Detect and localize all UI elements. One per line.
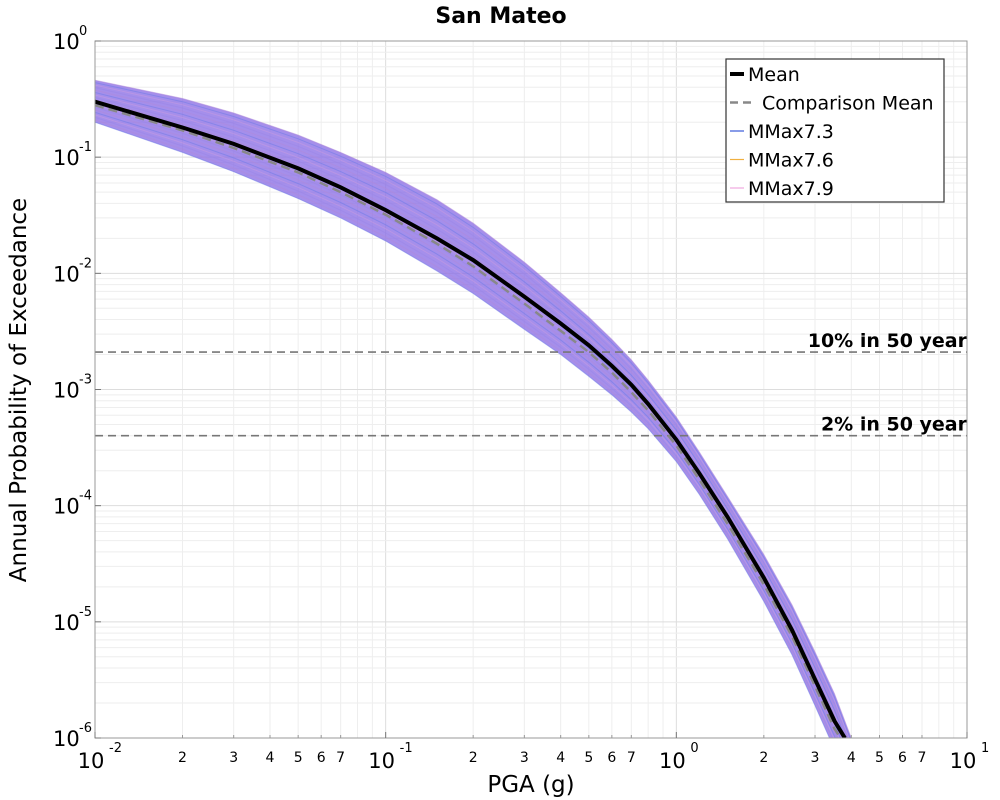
y-tick-label: 10 (53, 30, 80, 54)
x-minor-tick-label: 6 (607, 750, 616, 766)
y-axis-label: Annual Probability of Exceedance (6, 198, 32, 582)
scenario-curve (95, 94, 845, 738)
y-tick-label: 10 (53, 495, 80, 519)
legend-label: Comparison Mean (762, 93, 934, 115)
x-minor-tick-label: 4 (556, 750, 565, 766)
legend: Mean Comparison Mean MMax7.3 MMax7.6 MMax7.9 (725, 58, 945, 203)
x-minor-tick-label: 2 (178, 750, 187, 766)
x-minor-tick-label: 3 (520, 750, 529, 766)
scenario-curve (95, 84, 850, 738)
mean-line (95, 99, 847, 738)
y-tick-exponent: -6 (79, 721, 92, 736)
scenario-curve (95, 121, 831, 738)
scenario-curve (95, 109, 838, 738)
x-tick-label: 10 (659, 749, 686, 773)
x-minor-tick-label: 6 (317, 750, 326, 766)
x-minor-tick-label: 7 (918, 750, 927, 766)
y-tick-label: 10 (53, 727, 80, 751)
x-minor-tick-label: 5 (294, 750, 303, 766)
x-minor-tick-label: 7 (336, 750, 345, 766)
reference-lines: 10% in 50 year 2% in 50 year (95, 330, 968, 437)
scenario-curve (95, 116, 833, 738)
legend-label: Mean (748, 64, 800, 86)
scenario-curve (95, 82, 851, 738)
x-tick-exponent: -2 (109, 741, 122, 756)
x-minor-tick-label: 7 (627, 750, 636, 766)
y-tick-exponent: -2 (79, 256, 92, 271)
mean-curves (95, 99, 847, 738)
y-tick-exponent: -1 (79, 140, 92, 155)
scenario-curve (95, 79, 852, 738)
x-minor-tick-label: 2 (759, 750, 768, 766)
x-minor-tick-label: 3 (229, 750, 238, 766)
x-minor-tick-label: 6 (898, 750, 907, 766)
x-minor-tick-label: 3 (811, 750, 820, 766)
y-tick-exponent: 0 (79, 24, 87, 39)
x-tick-exponent: 1 (981, 741, 989, 756)
x-minor-tick-label: 4 (847, 750, 856, 766)
legend-label: MMax7.9 (748, 178, 834, 200)
scenario-curve (95, 106, 839, 738)
x-tick-label: 10 (368, 749, 395, 773)
x-tick-label: 10 (78, 749, 105, 773)
reference-line-label: 10% in 50 year (808, 330, 968, 352)
scenario-curve (95, 119, 832, 738)
x-minor-tick-label: 2 (469, 750, 478, 766)
legend-label: MMax7.3 (748, 121, 834, 143)
y-tick-exponent: -5 (79, 605, 92, 620)
scenario-curve (95, 89, 848, 738)
y-tick-label: 10 (53, 379, 80, 403)
x-tick-label: 10 (950, 749, 977, 773)
chart-title: San Mateo (435, 4, 566, 29)
scenario-band-area (95, 80, 852, 738)
x-tick-exponent: -1 (400, 741, 413, 756)
x-minor-tick-label: 4 (266, 750, 275, 766)
y-tick-exponent: -3 (79, 373, 92, 388)
x-minor-tick-label: 5 (584, 750, 593, 766)
reference-line-label: 2% in 50 year (821, 414, 968, 436)
legend-label: MMax7.6 (748, 150, 834, 172)
scenario-curve (95, 111, 836, 738)
scenario-curve (95, 97, 844, 738)
x-axis-label: PGA (g) (487, 772, 574, 798)
y-tick-label: 10 (53, 146, 80, 170)
x-tick-exponent: 0 (690, 741, 698, 756)
x-minor-tick-label: 5 (875, 750, 884, 766)
y-tick-exponent: -4 (79, 489, 92, 504)
scenario-curve (95, 114, 835, 738)
y-tick-label: 10 (53, 262, 80, 286)
scenario-band (95, 79, 852, 738)
y-tick-label: 10 (53, 611, 80, 635)
legend-box (725, 58, 945, 203)
scenario-curve (95, 92, 846, 738)
scenario-curve (95, 87, 849, 738)
